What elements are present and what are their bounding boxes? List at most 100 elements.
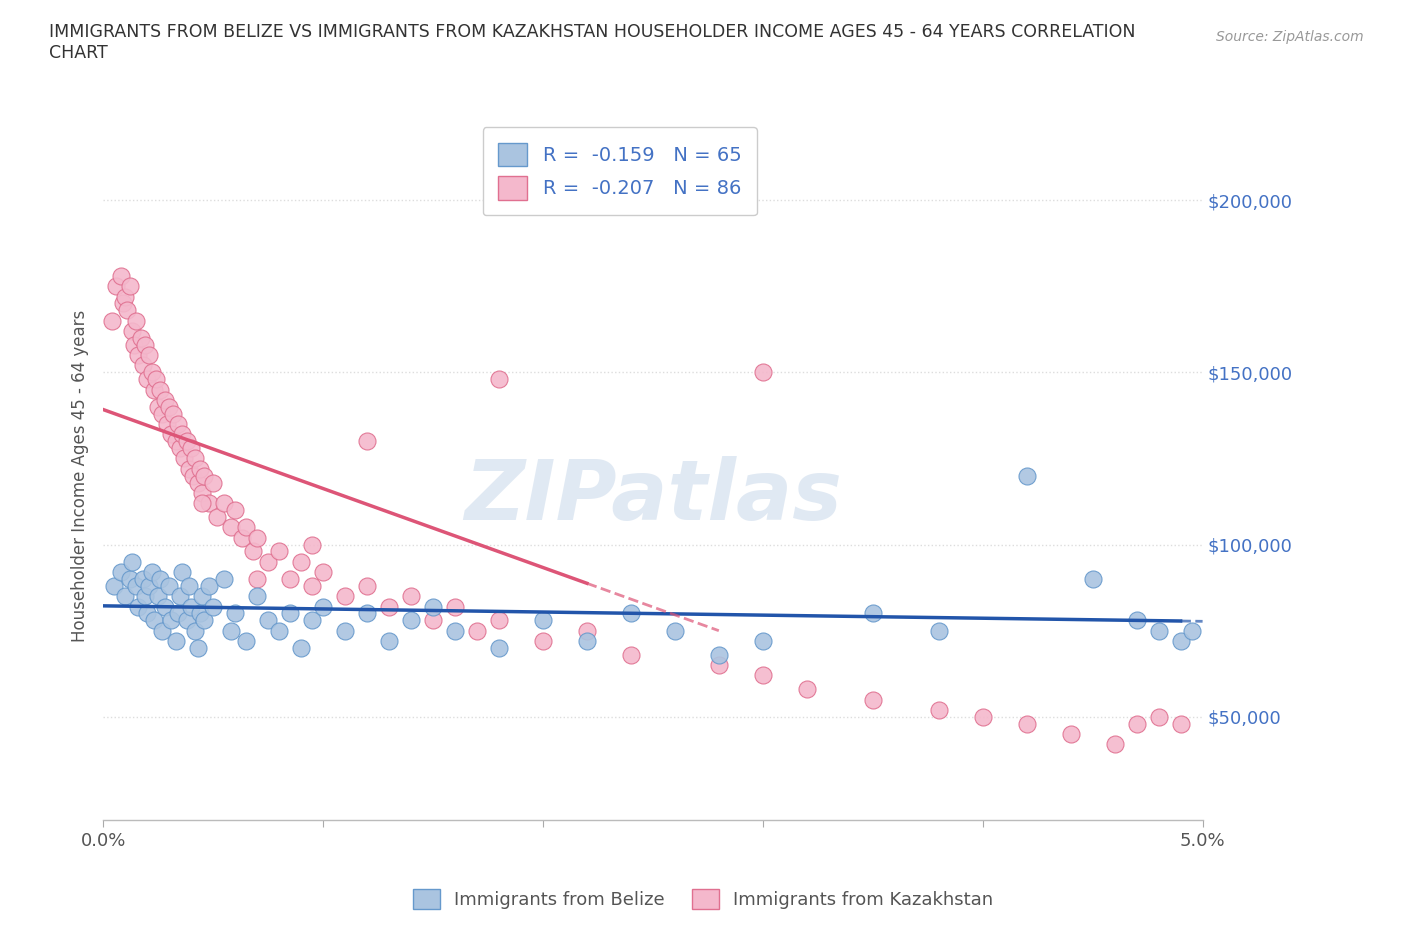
Point (246, 589, 269, 604)
Point (862, 692, 884, 707)
Point (235, 520, 257, 535)
Point (531, 613, 554, 628)
Point (193, 468, 215, 483)
Point (176, 613, 198, 628)
Point (177, 578, 200, 593)
Point (333, 623, 356, 638)
Point (110, 565, 132, 579)
Point (160, 427, 183, 442)
Point (187, 475, 209, 490)
Text: IMMIGRANTS FROM BELIZE VS IMMIGRANTS FROM KAZAKHSTAN HOUSEHOLDER INCOME AGES 45 : IMMIGRANTS FROM BELIZE VS IMMIGRANTS FRO… (49, 23, 1136, 62)
Point (127, 599, 149, 614)
Point (184, 451, 207, 466)
Point (444, 599, 467, 614)
Point (156, 417, 179, 432)
Point (118, 279, 141, 294)
Point (235, 633, 257, 648)
Point (333, 589, 356, 604)
Point (134, 589, 156, 604)
Point (129, 330, 152, 345)
Point (121, 324, 143, 339)
Point (928, 623, 950, 638)
Text: Source: ZipAtlas.com: Source: ZipAtlas.com (1216, 30, 1364, 44)
Point (162, 406, 184, 421)
Point (378, 599, 401, 614)
Point (1104, 737, 1126, 751)
Point (132, 358, 155, 373)
Point (356, 606, 378, 621)
Point (157, 578, 180, 593)
Point (134, 338, 156, 352)
Point (862, 606, 884, 621)
Point (191, 485, 214, 500)
Point (146, 399, 169, 414)
Point (169, 589, 191, 604)
Point (1170, 633, 1192, 648)
Point (972, 710, 994, 724)
Point (167, 606, 190, 621)
Point (246, 572, 269, 587)
Point (752, 365, 775, 379)
Point (165, 633, 187, 648)
Point (301, 538, 323, 552)
Point (378, 633, 401, 648)
Point (110, 269, 132, 284)
Point (1015, 468, 1038, 483)
Point (132, 572, 155, 587)
Point (153, 392, 176, 407)
Point (202, 475, 225, 490)
Point (103, 578, 125, 593)
Point (153, 599, 176, 614)
Point (142, 613, 165, 628)
Point (531, 633, 554, 648)
Point (125, 578, 148, 593)
Point (202, 599, 225, 614)
Point (267, 623, 290, 638)
Point (122, 338, 145, 352)
Point (575, 623, 598, 638)
Point (191, 496, 214, 511)
Point (224, 502, 246, 517)
Point (422, 613, 444, 628)
Point (620, 606, 643, 621)
Point (142, 382, 165, 397)
Point (224, 606, 246, 621)
Point (752, 668, 775, 683)
Point (257, 613, 280, 628)
Point (145, 372, 167, 387)
Point (114, 589, 136, 604)
Point (399, 589, 422, 604)
Point (188, 461, 211, 476)
Point (212, 496, 235, 511)
Point (301, 578, 323, 593)
Point (177, 461, 200, 476)
Point (172, 427, 194, 442)
Point (172, 565, 194, 579)
Point (149, 572, 172, 587)
Point (620, 647, 643, 662)
Point (290, 554, 312, 569)
Point (181, 468, 204, 483)
Point (752, 633, 775, 648)
Point (191, 589, 214, 604)
Point (290, 641, 312, 656)
Point (117, 303, 139, 318)
Y-axis label: Householder Income Ages 45 - 64 years: Householder Income Ages 45 - 64 years (72, 310, 89, 642)
Point (141, 565, 163, 579)
Point (444, 623, 467, 638)
Point (1147, 623, 1170, 638)
Point (928, 702, 950, 717)
Point (246, 530, 269, 545)
Point (141, 365, 163, 379)
Point (188, 606, 211, 621)
Point (356, 433, 378, 448)
Point (169, 441, 191, 456)
Point (149, 382, 172, 397)
Point (488, 613, 510, 628)
Point (180, 599, 202, 614)
Point (127, 348, 149, 363)
Point (152, 406, 174, 421)
Text: ZIPatlas: ZIPatlas (464, 456, 842, 537)
Point (138, 578, 160, 593)
Point (121, 554, 143, 569)
